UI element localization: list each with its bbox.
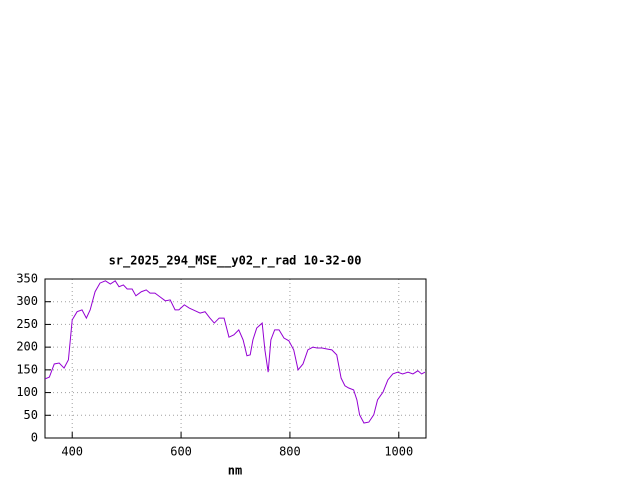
y-tick-label: 50 <box>24 408 38 422</box>
y-tick-label: 250 <box>16 317 38 331</box>
y-tick-label: 150 <box>16 362 38 376</box>
x-tick-label: 600 <box>170 445 192 459</box>
y-tick-label: 100 <box>16 385 38 399</box>
y-tick-label: 200 <box>16 340 38 354</box>
y-tick-label: 0 <box>31 431 38 445</box>
x-tick-label: 1000 <box>384 445 413 459</box>
y-tick-label: 300 <box>16 294 38 308</box>
data-line <box>44 280 426 424</box>
plot-frame <box>44 278 427 439</box>
chart-title: sr_2025_294_MSE__y02_r_rad 10-32-00 <box>109 254 362 269</box>
x-tick-label: 800 <box>279 445 301 459</box>
x-axis-label: nm <box>228 464 242 478</box>
y-tick-label: 350 <box>16 272 38 286</box>
x-tick-label: 400 <box>61 445 83 459</box>
